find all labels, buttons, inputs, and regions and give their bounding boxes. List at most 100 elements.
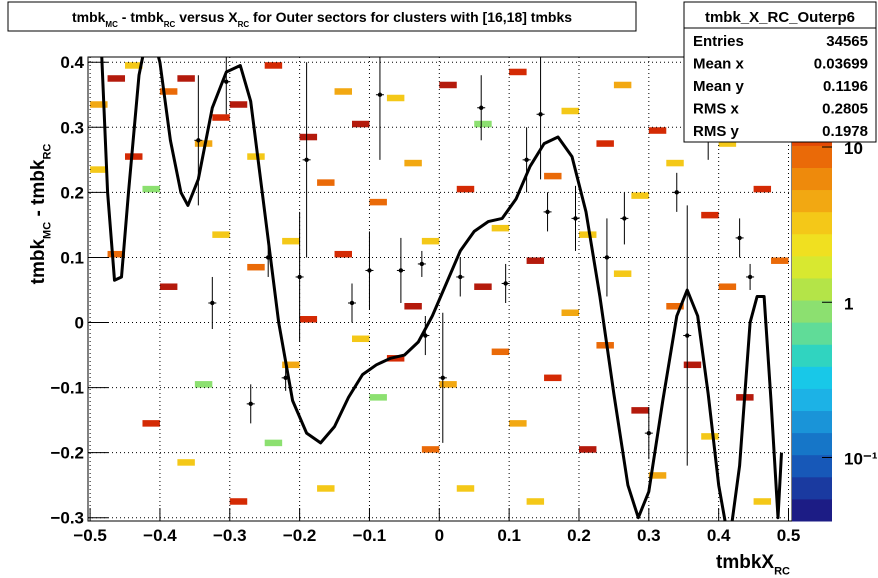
cell — [613, 270, 632, 277]
cell — [631, 192, 649, 199]
x-tick-label: −0.5 — [73, 526, 107, 545]
cell — [491, 348, 510, 356]
cell — [648, 127, 667, 134]
y-tick-label: 0.4 — [60, 53, 84, 72]
cell — [474, 283, 492, 290]
profile-point — [503, 281, 508, 286]
stats-label: Mean y — [693, 78, 745, 95]
cell — [578, 231, 597, 238]
profile-point — [297, 274, 302, 280]
cell — [194, 140, 213, 147]
cell — [544, 172, 562, 180]
subscript: MC — [42, 222, 54, 239]
color-swatch — [792, 300, 832, 323]
cell — [352, 120, 370, 128]
profile-point — [538, 112, 543, 117]
stats-title: tmbk_X_RC_Outerp6 — [705, 9, 855, 26]
cell — [456, 185, 475, 193]
stats-label: Mean x — [693, 56, 745, 73]
cell — [666, 302, 684, 310]
cell — [247, 153, 265, 160]
y-tick-label: −0.2 — [50, 444, 84, 463]
x-tick-label: 0.1 — [497, 526, 521, 545]
cell — [229, 498, 248, 505]
stats-frame — [683, 1, 877, 143]
cell — [107, 250, 126, 258]
stats-value: 0.1196 — [823, 78, 868, 95]
cell — [509, 68, 527, 76]
profile-point — [545, 209, 550, 215]
y-tick-label: −0.3 — [50, 509, 84, 528]
title-box — [7, 1, 637, 32]
cell — [683, 361, 702, 369]
stats-label: RMS x — [693, 101, 740, 118]
x-tick-label: 0.2 — [567, 526, 591, 545]
z-tick-label: 1 — [844, 294, 853, 313]
cell — [613, 81, 632, 89]
cell — [282, 237, 300, 245]
x-tick-label: −0.2 — [283, 526, 317, 545]
text-part: tmbkX — [716, 552, 774, 573]
cell — [125, 153, 143, 160]
cell — [421, 446, 440, 453]
profile-point — [283, 375, 288, 381]
cell — [544, 374, 562, 382]
y-tick-label: −0.1 — [50, 379, 84, 398]
cell — [317, 179, 335, 186]
profile-point — [737, 235, 742, 241]
x-tick-label: −0.1 — [353, 526, 387, 545]
cell — [718, 283, 737, 290]
cell — [578, 446, 597, 453]
cell — [648, 472, 667, 479]
text-part: - tmbk — [28, 159, 49, 222]
profile-point — [646, 430, 652, 436]
x-tick-label: −0.4 — [143, 526, 177, 545]
cell — [509, 420, 527, 427]
cell — [90, 101, 108, 108]
y-tick-label: 0.3 — [60, 118, 84, 137]
text-part: tmbk — [28, 239, 49, 285]
profile-point — [747, 274, 753, 280]
profile-point — [377, 92, 383, 97]
cell — [212, 114, 230, 121]
color-swatch — [792, 410, 832, 434]
cell — [107, 75, 126, 82]
color-swatch — [792, 255, 832, 279]
color-swatch — [792, 366, 832, 389]
chart-title: tmbkMC - tmbkRC versus XRC for Outer sec… — [72, 9, 572, 29]
subscript: RC — [42, 144, 54, 160]
cell — [596, 342, 614, 349]
cell — [596, 140, 614, 147]
y-tick-label: 0.1 — [60, 248, 84, 267]
subscript: RC — [164, 20, 176, 29]
z-tick-label: 10 — [844, 139, 863, 158]
z-tick-label: 10⁻¹ — [844, 450, 878, 469]
color-swatch — [792, 277, 832, 301]
stats-label: RMS y — [693, 123, 740, 140]
cell — [299, 316, 318, 323]
fit-curve — [100, 57, 783, 521]
stats-value: 0.1978 — [822, 123, 868, 140]
profile-point — [440, 375, 445, 381]
cell — [561, 309, 579, 317]
color-swatch — [792, 454, 832, 478]
cell — [561, 107, 579, 115]
profile-point — [398, 268, 404, 273]
cell — [718, 140, 737, 147]
cell — [771, 257, 789, 264]
profile-point — [224, 79, 229, 84]
cell — [753, 185, 772, 193]
cell — [701, 433, 719, 440]
cell — [282, 361, 300, 369]
cell — [317, 485, 335, 492]
y-axis-label: tmbkMC - tmbkRC — [28, 144, 54, 285]
axes: −0.5 −0.4 −0.3 −0.2 −0.1 0 0.1 0.2 0.3 0.4 0.5 −0.3… — [50, 53, 800, 545]
cell — [142, 185, 160, 193]
cell — [701, 211, 719, 219]
cell — [474, 120, 492, 128]
cell — [142, 420, 160, 427]
cell — [404, 302, 422, 310]
profile-point — [423, 333, 428, 338]
cell — [631, 407, 649, 414]
x-tick-label: 0 — [435, 526, 444, 545]
